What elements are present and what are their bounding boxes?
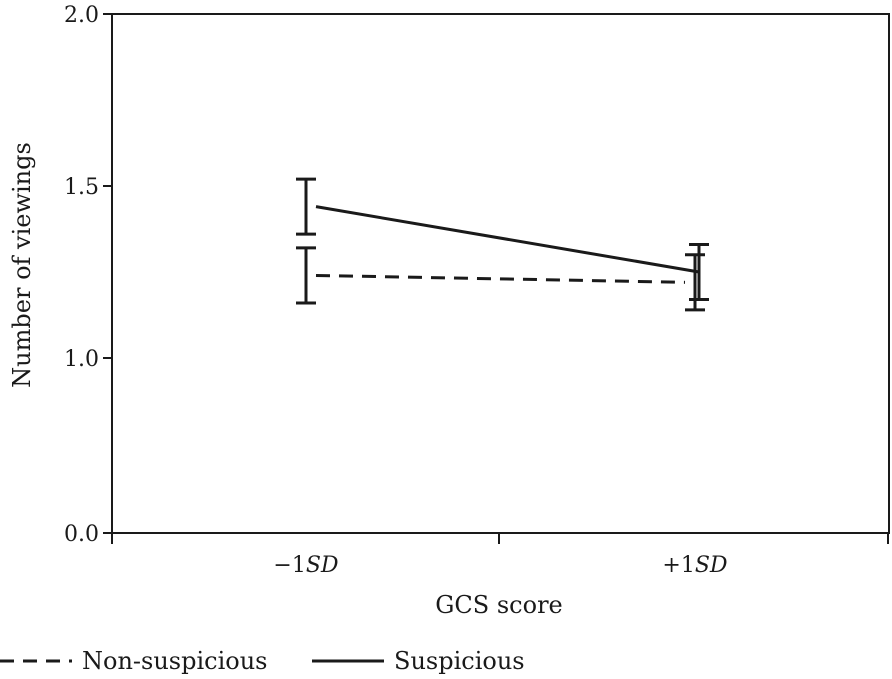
series-layer — [296, 177, 709, 312]
x-tick-label-prefix: −1 — [273, 553, 305, 578]
x-axis-title: GCS score — [435, 591, 563, 619]
y-tick-label: 1.5 — [64, 175, 99, 200]
x-tick-label-unit: SD — [695, 553, 728, 578]
plot-frame — [111, 13, 890, 534]
y-tick-label: 2.0 — [64, 3, 99, 28]
y-tick-label: 1.0 — [64, 347, 99, 372]
series-suspicious — [296, 177, 709, 302]
series-line — [315, 205, 700, 274]
legend-label: Suspicious — [394, 647, 525, 675]
x-tick-label: +1SD — [662, 553, 728, 578]
x-tick-label: −1SD — [273, 553, 339, 578]
legend-label: Non-suspicious — [82, 647, 267, 675]
legend: Non-suspicious Suspicious — [0, 647, 525, 675]
plot-border — [111, 13, 890, 534]
x-tick-label-unit: SD — [306, 553, 339, 578]
y-tick-label: 0.0 — [64, 522, 99, 547]
series-non-suspicious — [296, 246, 705, 312]
y-axis: 0.0 1.0 1.5 2.0 — [64, 3, 112, 547]
series-line — [315, 273, 686, 284]
x-axis: −1SD +1SD — [111, 533, 889, 578]
y-axis-title: Number of viewings — [8, 142, 36, 388]
x-tick-label-prefix: +1 — [662, 553, 694, 578]
